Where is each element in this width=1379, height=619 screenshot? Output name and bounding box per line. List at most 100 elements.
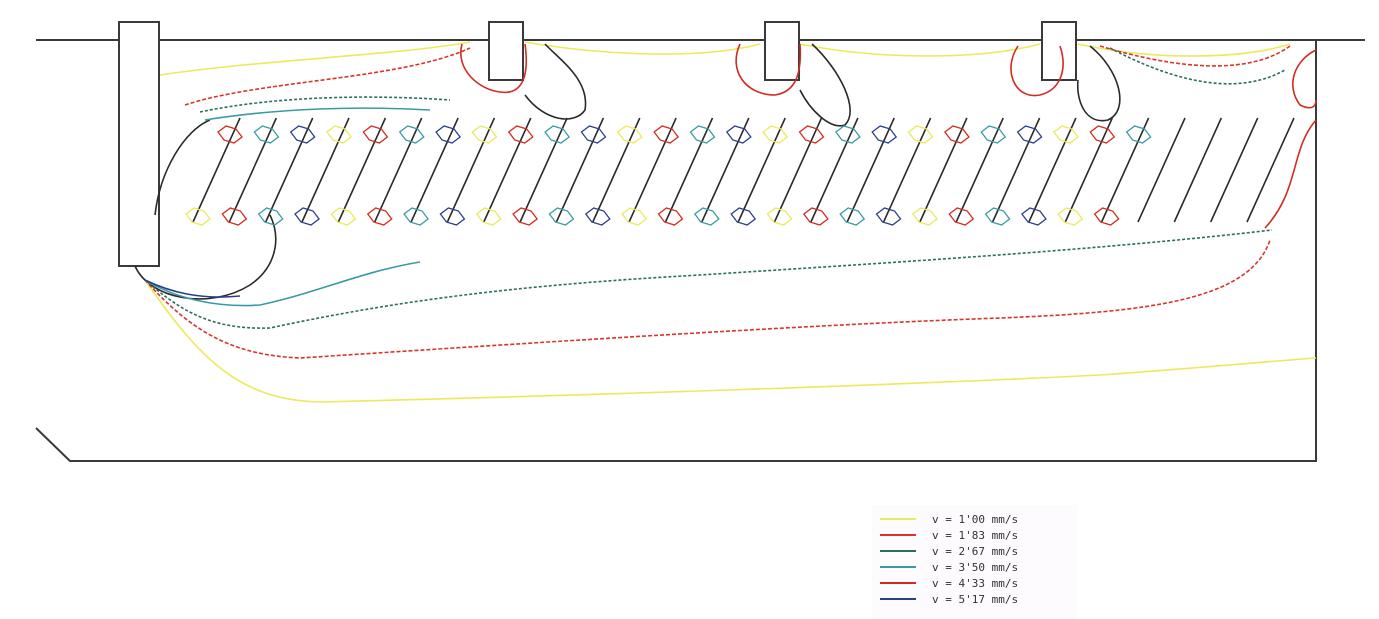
legend-swatch: [880, 566, 916, 568]
gap-contour-loop: [548, 207, 575, 226]
lamella-plate: [519, 117, 568, 223]
legend-swatch: [880, 534, 916, 536]
gap-contour-loop: [544, 125, 571, 144]
gap-contour-loop: [657, 207, 684, 226]
legend-item: v = 5'17 mm/s: [880, 591, 1018, 607]
lamella-plate: [991, 117, 1041, 223]
gap-contour-loop: [621, 207, 648, 226]
lamella-plate: [1064, 117, 1114, 223]
contour-pocket-7: [1292, 49, 1317, 109]
gap-contour-loop: [403, 207, 429, 226]
gap-contour-loop: [762, 125, 789, 144]
contour-pocket-2: [524, 43, 587, 120]
legend-swatch: [880, 518, 916, 520]
plate-gap-contours: [185, 125, 1152, 226]
gap-contour-loop: [435, 125, 461, 144]
gap-contour-loop: [512, 207, 539, 226]
gap-contour-loop: [616, 125, 643, 144]
legend-label: v = 2'67 mm/s: [932, 544, 1019, 558]
gap-contour-loop: [289, 125, 316, 144]
legend-item: v = 2'67 mm/s: [880, 543, 1018, 559]
legend-item: v = 3'50 mm/s: [880, 559, 1018, 575]
lamella-plate: [337, 117, 387, 223]
gap-contour-loop: [221, 207, 248, 226]
gap-contour-loop: [580, 125, 607, 144]
lamella-plate: [882, 117, 932, 223]
contour-pocket-3: [735, 43, 802, 96]
lamella-plate: [1028, 117, 1077, 223]
lamella-plate: [664, 117, 714, 223]
gap-contour-loop: [584, 207, 611, 226]
lamella-plate: [446, 117, 496, 223]
gap-contour-loop: [1125, 125, 1152, 144]
baffle-2: [764, 21, 800, 81]
tank-bottom-line: [35, 40, 1317, 462]
gap-contour-loop: [439, 207, 466, 226]
legend-label: v = 1'83 mm/s: [932, 528, 1019, 542]
gap-contour-loop: [689, 125, 716, 144]
gap-contour-loop: [507, 125, 534, 144]
contour-pocket-5: [1010, 45, 1064, 97]
lamella-plate: [810, 117, 859, 223]
baffles: [118, 21, 1077, 267]
gap-contour-loop: [798, 125, 825, 144]
lamella-plate: [1246, 117, 1295, 223]
gap-contour-loop: [398, 125, 425, 144]
contour-pocket-6: [1076, 45, 1121, 122]
lamella-plate: [1137, 117, 1186, 223]
lamella-plate: [628, 117, 677, 223]
lamella-plate: [1100, 117, 1150, 223]
gap-contour-loop: [366, 207, 393, 226]
lamella-plate: [192, 117, 241, 223]
gap-contour-loop: [943, 125, 970, 144]
gap-contour-loop: [980, 125, 1007, 144]
gap-contour-loop: [871, 125, 898, 144]
gap-contour-loop: [185, 207, 211, 226]
lamella-plate: [483, 117, 532, 223]
gap-contour-loop: [730, 207, 757, 226]
contour-right-edge: [1264, 119, 1317, 229]
contour-1-00-top: [159, 41, 1291, 76]
legend-label: v = 1'00 mm/s: [932, 512, 1019, 526]
contour-2-67-bottom: [144, 229, 1273, 329]
gap-contour-loop: [834, 125, 861, 144]
legend-swatch: [880, 582, 916, 584]
lamella-plate: [1209, 117, 1259, 223]
baffle-1: [488, 21, 524, 81]
lamella-plate: [228, 117, 278, 223]
lamella-plate: [701, 117, 750, 223]
gap-contour-loop: [693, 207, 720, 226]
gap-contour-loop: [1093, 207, 1120, 226]
contour-3-50-top: [204, 107, 431, 121]
gap-contour-loop: [1016, 125, 1043, 144]
lamella-plate: [846, 117, 895, 223]
contour-1-83-top: [184, 45, 1291, 106]
gap-contour-loop: [330, 207, 357, 226]
contour-5-17-bottom: [144, 279, 241, 298]
legend-item: v = 1'00 mm/s: [880, 511, 1018, 527]
lamella-plate: [592, 117, 641, 223]
lamella-plates: [192, 117, 1295, 223]
lamella-plate: [737, 117, 786, 223]
gap-contour-loop: [362, 125, 389, 144]
gap-contour-loop: [1053, 125, 1079, 144]
gap-contour-loop: [326, 125, 352, 144]
contour-lines: [144, 41, 1317, 403]
legend: v = 1'00 mm/s v = 1'83 mm/s v = 2'67 mm/…: [872, 505, 1077, 619]
contour-1-00-bottom: [144, 279, 1317, 403]
contour-pocket-1: [460, 43, 527, 94]
gap-contour-loop: [475, 207, 502, 226]
gap-contour-loop: [948, 207, 975, 226]
lamella-plate: [373, 117, 423, 223]
gap-contour-loop: [294, 207, 320, 226]
baffle-3: [1041, 21, 1077, 81]
gap-contour-loop: [766, 207, 793, 226]
lamella-plate: [1173, 117, 1223, 223]
inlet-flow-arc: [134, 119, 277, 300]
gap-contour-loop: [802, 207, 829, 226]
legend-item: v = 1'83 mm/s: [880, 527, 1018, 543]
legend-label: v = 5'17 mm/s: [932, 592, 1019, 606]
lamella-plate: [301, 117, 350, 223]
gap-contour-loop: [984, 207, 1011, 226]
